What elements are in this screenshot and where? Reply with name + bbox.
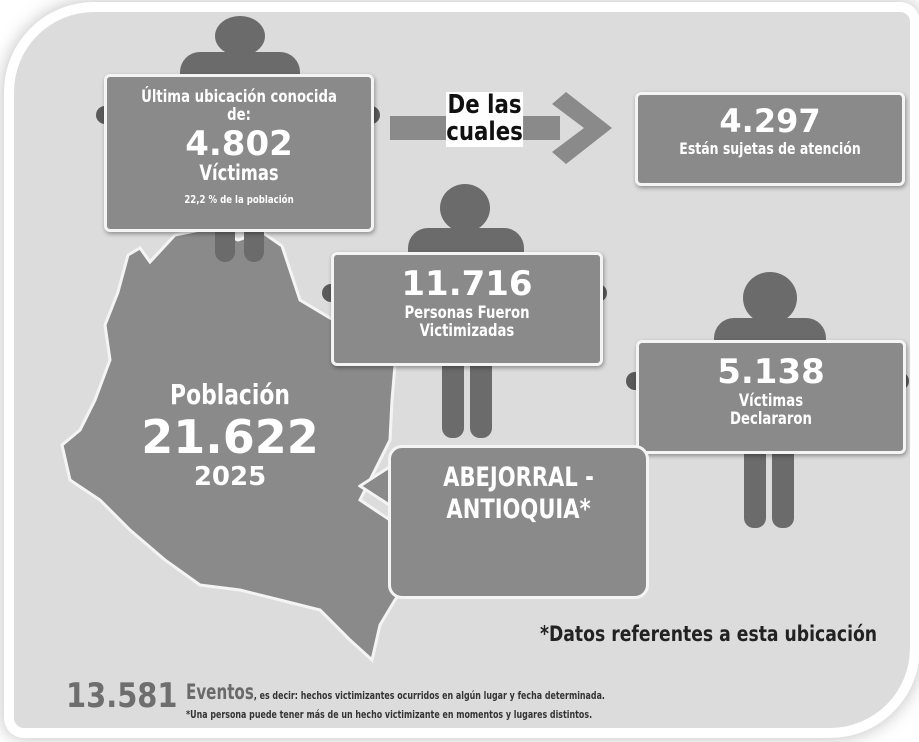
- population-number: 21.622: [141, 410, 319, 465]
- location-line2: ANTIOQUIA*: [446, 494, 591, 526]
- person-head-3: [743, 272, 797, 324]
- events-note: *Una persona puede tener más de un hecho…: [186, 708, 593, 721]
- declared-label-line1: Víctimas: [738, 390, 804, 411]
- last-location-sign: Última ubicación conocida de: 4.802 Víct…: [104, 74, 374, 232]
- population-label: Población: [170, 378, 290, 411]
- population-block: Población 21.622 2025: [140, 380, 320, 491]
- person-leg-2b: [470, 358, 492, 438]
- attention-number: 4.297: [719, 102, 821, 140]
- last-location-number: 4.802: [185, 123, 293, 164]
- declared-sign: 5.138 Víctimas Declararon: [636, 340, 906, 454]
- person-head-2: [440, 184, 490, 232]
- person-leg-3a: [744, 446, 766, 528]
- population-year: 2025: [193, 461, 267, 492]
- person-head-1: [215, 16, 265, 56]
- victimized-number: 11.716: [401, 264, 533, 304]
- person-leg-1b: [244, 222, 264, 262]
- attention-label: Están sujetas de atención: [679, 138, 861, 158]
- events-number: 13.581: [66, 676, 178, 716]
- connector-text-line2: cuales: [446, 117, 523, 148]
- person-leg-3b: [772, 446, 794, 528]
- person-leg-2a: [442, 358, 464, 438]
- location-bubble: ABEJORRAL - ANTIOQUIA*: [388, 445, 649, 599]
- events-word: Eventos: [186, 680, 254, 704]
- events-description: , es decir: hechos victimizantes ocurrid…: [253, 689, 605, 702]
- events-line: Eventos, es decir: hechos victimizantes …: [186, 680, 605, 704]
- connector-text-line1: De las: [447, 90, 522, 120]
- attention-sign: 4.297 Están sujetas de atención: [635, 92, 905, 186]
- last-location-label: Víctimas: [199, 161, 279, 186]
- victimized-label-line2: Victimizadas: [419, 320, 515, 341]
- person-leg-1a: [215, 222, 235, 262]
- last-location-percent: 22,2 % de la población: [184, 193, 294, 207]
- victimized-sign: 11.716 Personas Fueron Victimizadas: [331, 252, 603, 366]
- location-name: ABEJORRAL - ANTIOQUIA*: [419, 462, 618, 527]
- declared-number: 5.138: [717, 352, 825, 392]
- last-location-heading: Última ubicación conocida de:: [141, 87, 337, 125]
- location-note: *Datos referentes a esta ubicación: [540, 622, 878, 646]
- connector-text: De las cuales: [446, 90, 524, 148]
- victimized-label-line1: Personas Fueron: [404, 302, 530, 323]
- location-line1: ABEJORRAL -: [443, 462, 594, 493]
- declared-label-line2: Declararon: [730, 408, 812, 429]
